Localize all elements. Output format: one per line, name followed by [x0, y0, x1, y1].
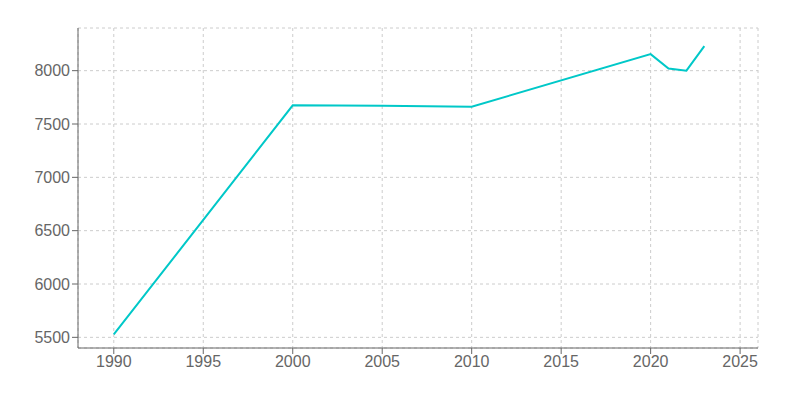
svg-text:6000: 6000	[34, 276, 70, 293]
svg-text:2020: 2020	[633, 353, 669, 370]
svg-text:2015: 2015	[543, 353, 579, 370]
svg-text:1995: 1995	[185, 353, 221, 370]
svg-text:2025: 2025	[722, 353, 758, 370]
svg-text:5500: 5500	[34, 329, 70, 346]
svg-text:1990: 1990	[96, 353, 132, 370]
svg-text:6500: 6500	[34, 222, 70, 239]
svg-text:2010: 2010	[454, 353, 490, 370]
svg-text:8000: 8000	[34, 62, 70, 79]
svg-text:2000: 2000	[275, 353, 311, 370]
svg-text:2005: 2005	[364, 353, 400, 370]
svg-text:7500: 7500	[34, 116, 70, 133]
svg-text:7000: 7000	[34, 169, 70, 186]
